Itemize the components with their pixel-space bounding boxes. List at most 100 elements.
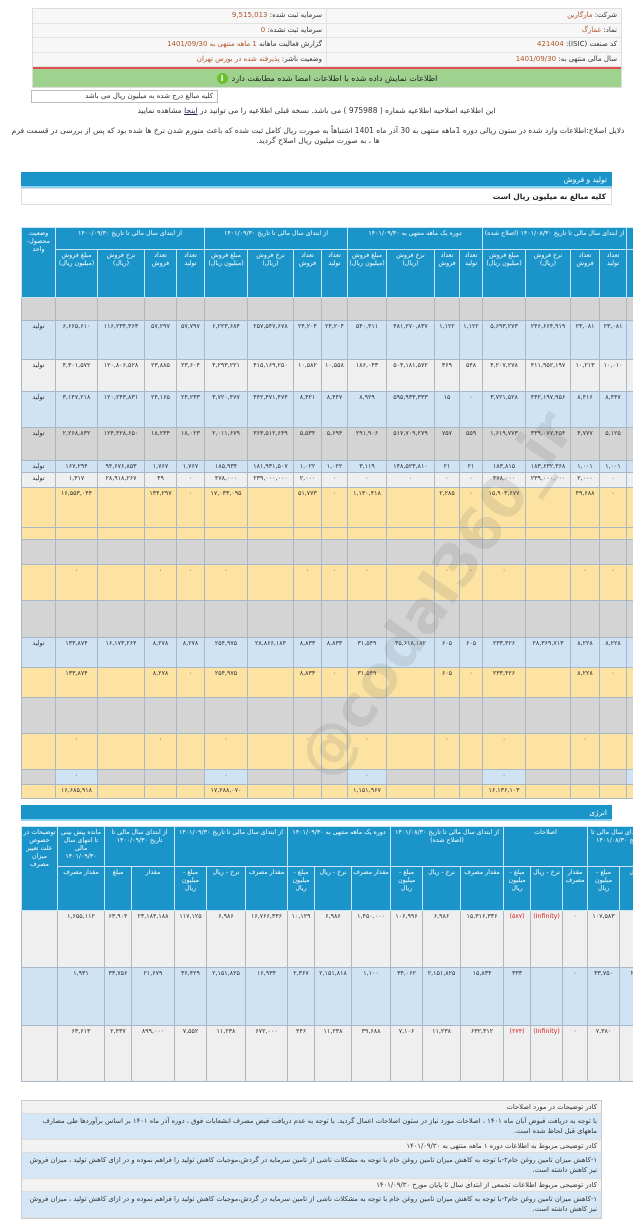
table-cell: ۱۰,۰۱۰ xyxy=(599,359,628,392)
table-cell: ۲۴,۲۰۴ xyxy=(321,320,348,360)
table-cell: ۰ xyxy=(562,910,589,968)
column-header: نرخ - ریال xyxy=(206,866,246,911)
table-cell xyxy=(21,1025,58,1082)
table-cell: ۶,۶۶۵,۶۱۰ xyxy=(55,320,98,360)
table-cell xyxy=(434,527,460,540)
info-row: نماد: غمارگ سرمایه ثبت نشده: 0 xyxy=(33,23,621,38)
table-cell xyxy=(626,697,633,734)
table-cell xyxy=(21,697,56,734)
table-cell: ۰ xyxy=(55,733,98,770)
table-cell: ۸,۲۷۸ xyxy=(176,637,205,668)
table-cell xyxy=(247,697,294,734)
table-cell: ۱۶,۵۵۳,۰۴۴ xyxy=(55,487,98,528)
table-cell xyxy=(97,697,145,734)
energy-table-wrapper[interactable]: توضیحات در خصوص علت تغییر میزان مصرف ماند… xyxy=(21,826,633,1082)
table-cell: تولید xyxy=(21,359,56,392)
table-cell xyxy=(626,733,633,770)
table-cell: ۱۱,۲۳۸ xyxy=(314,1025,353,1082)
table-cell: تولید xyxy=(21,460,56,473)
column-header: نرخ فروش (ریال) xyxy=(247,249,294,298)
table-cell: ۷,۵۵۲ xyxy=(174,1025,207,1082)
table-cell xyxy=(21,297,56,321)
table-cell: ۲۵۷,۵۴۷,۶۷۸ xyxy=(247,320,294,360)
table-cell: ۰ xyxy=(458,487,484,528)
table-cell: ۸,۴۱۶ xyxy=(570,391,601,428)
table-cell: ۵۷,۲۹۷ xyxy=(144,320,177,360)
table-cell: ۶۳,۶۱۳ xyxy=(57,1025,105,1082)
column-header: نرخ فروش (ریال) xyxy=(97,249,145,298)
column-header: تعداد تولید xyxy=(458,249,484,298)
table-cell: ۱۶۷,۲۹۴ xyxy=(55,460,98,473)
table-cell: ۰ xyxy=(347,733,387,770)
table-cell xyxy=(458,697,484,734)
subheader-row: مبلغ فروش (میلیون ریال) نرخ فروش (ریال) تع… xyxy=(22,249,633,298)
table-cell xyxy=(386,667,435,698)
table-cell: ۴۴۲,۱۹۷,۹۵۶ xyxy=(525,391,572,428)
previous-version-link[interactable]: اینجا xyxy=(184,106,198,115)
info-value: 0 xyxy=(260,25,266,34)
table-cell xyxy=(321,539,348,565)
info-icon: i xyxy=(216,72,228,84)
table-cell: ۱۱۷,۱۲۵ xyxy=(174,910,207,968)
table-cell: ۰ xyxy=(321,667,348,698)
table-cell: ۱,۱۵۱,۹۶۷ xyxy=(347,784,387,799)
table-cell xyxy=(21,527,56,540)
table-cell: ۱۶,۷۶۶,۳۳۶ xyxy=(244,910,289,968)
table-cell: ۸,۸۳۳ xyxy=(293,667,322,698)
table-cell: ۴,۲۰۷,۲۷۸ xyxy=(482,359,527,392)
table-cell xyxy=(144,297,177,321)
table-cell xyxy=(21,539,56,565)
table-cell xyxy=(458,733,484,770)
table-cell xyxy=(386,487,435,528)
group-header: از ابتدای سال مالی تا تاریخ ۱۴۰۱/۰۸/۳۰ (… xyxy=(390,826,505,867)
table-cell: ۱۵,۹۰۳,۶۷۷ xyxy=(482,487,527,528)
table-cell xyxy=(21,967,58,1026)
table-cell xyxy=(525,600,572,638)
table-cell: ۱۸,۲۳۴ xyxy=(144,427,177,461)
table-cell: ۱۸۶,۰۴۳ xyxy=(347,359,387,392)
column-header: مبلغ - میلیون ریال xyxy=(174,866,207,911)
production-table-wrapper[interactable]: وضعیت محصول- واحد از ابتدای سال مالی تا ت… xyxy=(21,227,633,802)
table-cell: ۰ xyxy=(293,564,322,601)
table-row: ۶۳,۶۱۳ ۲,۴۳۷ ۸۹۹,۰۰۰ ۷,۵۵۲ ۱۱,۲۳۸ ۶۷۲,۰۰۰ ۴۴۶ ۱… xyxy=(21,1025,633,1082)
table-cell: ۱۶,۱۳۶,۱۰۳ xyxy=(482,784,527,799)
column-header: تعداد فروش xyxy=(293,249,322,298)
column-header: مبلغ - میلیون ریال xyxy=(390,866,424,911)
table-cell: ۰ xyxy=(144,564,177,601)
group-header: از ابتدای سال مالی تا تاریخ ۱۴۰۰/۰۹/۳۰ xyxy=(104,826,175,867)
subheader-row: مقدار مصرف مبلغ مقدار مبلغ - میلیون ریال نرخ… xyxy=(22,866,633,911)
table-cell xyxy=(530,967,564,1026)
column-header: تعداد فروش xyxy=(570,249,601,298)
table-cell: تولید xyxy=(21,472,56,488)
table-cell xyxy=(482,697,527,734)
table-cell: ۱,۱۳۰,۴۱۸ xyxy=(347,487,387,528)
table-cell: ۰ xyxy=(204,733,248,770)
table-cell xyxy=(626,297,633,321)
table-cell: ۰ xyxy=(434,472,460,488)
table-cell: (۲۷۴) xyxy=(503,1025,532,1082)
table-cell: ۸,۴۴۷ xyxy=(321,391,348,428)
table-cell xyxy=(97,527,145,540)
table-cell xyxy=(525,667,572,698)
table-cell xyxy=(97,564,145,601)
table-cell: ۵,۶۹۴ xyxy=(321,427,348,461)
table-cell: ۵,۵۳۴ xyxy=(293,427,322,461)
info-value: 1 ماهه منتهی به 1401/09/30 xyxy=(167,40,257,48)
table-cell: ۱۴۸,۵۲۳,۸۱۰ xyxy=(386,460,435,473)
table-cell: ۷۵۷ xyxy=(434,427,460,461)
table-cell: ۴,۲۹۳,۲۲۱ xyxy=(204,359,248,392)
table-cell xyxy=(458,527,484,540)
table-cell xyxy=(626,637,633,668)
table-cell: ۸,۲۲۸ xyxy=(570,637,601,668)
table-cell xyxy=(21,733,56,770)
table-cell xyxy=(293,539,322,565)
table-cell: ۲۴,۲۰۴ xyxy=(293,320,322,360)
table-cell xyxy=(97,600,145,638)
table-cell: تولید xyxy=(21,637,56,668)
table-cell: ۱۸۳,۶۳۲,۳۶۸ xyxy=(525,460,572,473)
table-cell xyxy=(599,539,628,565)
column-header: نرخ - ریال xyxy=(422,866,462,911)
table-cell xyxy=(55,539,98,565)
note-text: با توجه به دریافت قبوض آبان ماه ۱۴۰۱ ، ا… xyxy=(22,1114,601,1140)
